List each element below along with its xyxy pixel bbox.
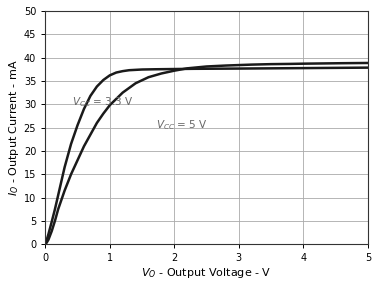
Text: $V_{CC}$ = 3.3 V: $V_{CC}$ = 3.3 V: [72, 95, 134, 109]
Text: $V_{CC}$ = 5 V: $V_{CC}$ = 5 V: [156, 118, 208, 132]
Y-axis label: $I_O$ - Output Current - mA: $I_O$ - Output Current - mA: [7, 59, 21, 196]
X-axis label: $V_O$ - Output Voltage - V: $V_O$ - Output Voltage - V: [141, 266, 272, 280]
